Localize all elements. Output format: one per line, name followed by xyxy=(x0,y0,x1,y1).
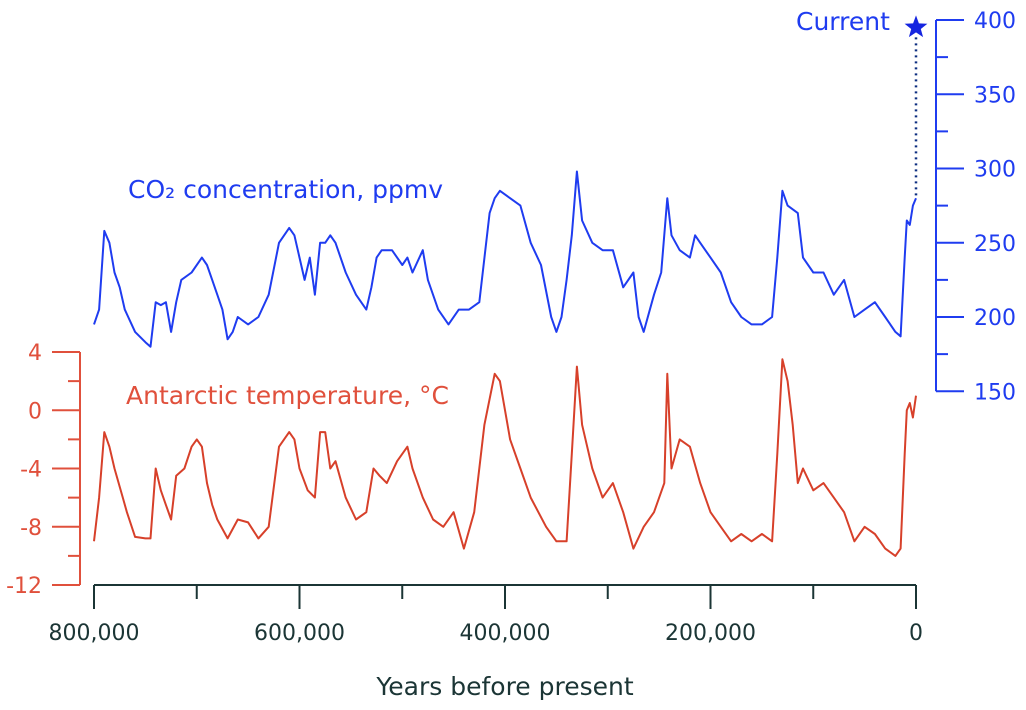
x-tick-label: 600,000 xyxy=(254,621,345,646)
co2-tick-label: 300 xyxy=(974,158,1016,183)
current-star-marker xyxy=(904,15,928,38)
temp-tick-label: -12 xyxy=(6,574,42,599)
co2-series-label: CO₂ concentration, ppmv xyxy=(128,175,443,204)
co2-tick-label: 400 xyxy=(974,9,1016,34)
temp-series-label: Antarctic temperature, °C xyxy=(126,381,449,410)
x-tick-label: 400,000 xyxy=(460,621,551,646)
co2-tick-label: 250 xyxy=(974,232,1016,257)
co2-line xyxy=(93,170,917,348)
temp-tick-label: -4 xyxy=(20,458,42,483)
co2-tick-label: 350 xyxy=(974,83,1016,108)
temperature-line xyxy=(93,358,917,557)
temp-tick-label: -8 xyxy=(20,516,42,541)
current-label: Current xyxy=(796,7,890,36)
co2-tick-label: 200 xyxy=(974,306,1016,331)
x-tick-label: 0 xyxy=(909,621,923,646)
x-tick-label: 800,000 xyxy=(49,621,140,646)
series-lines xyxy=(93,170,917,557)
temp-tick-label: 0 xyxy=(28,399,42,424)
x-tick-label: 200,000 xyxy=(665,621,756,646)
x-axis-title: Years before present xyxy=(375,672,634,701)
axes: 400 350 300 250 200 150 4 0 -4 -8 -12 800,000 600,00… xyxy=(6,9,1016,646)
temp-tick-label: 4 xyxy=(28,341,42,366)
co2-tick-label: 150 xyxy=(974,380,1016,405)
